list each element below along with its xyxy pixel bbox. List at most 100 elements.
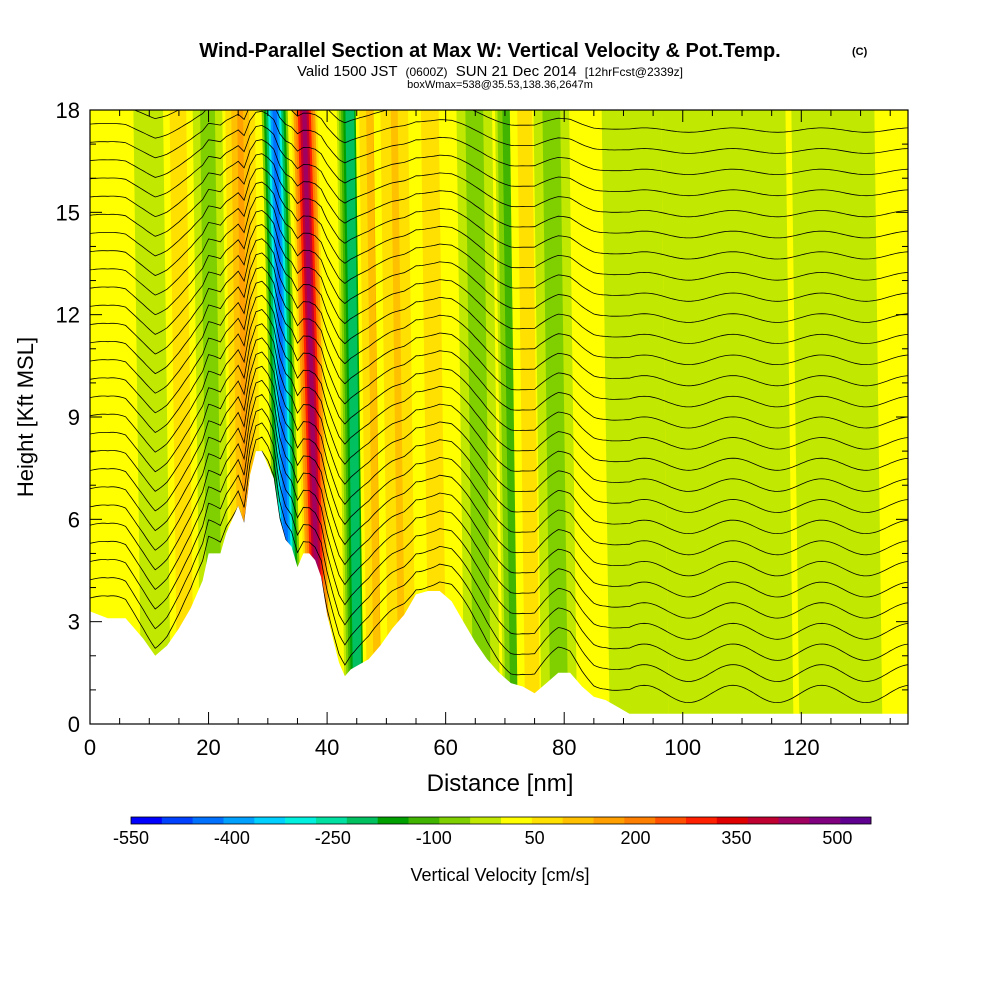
plot-area xyxy=(90,110,908,724)
subtitle-date: SUN 21 Dec 2014 xyxy=(456,63,577,80)
isentrope-line xyxy=(90,280,908,450)
velocity-band xyxy=(825,110,848,724)
isentrope-line xyxy=(90,294,908,471)
colorbar-tick-label: -100 xyxy=(416,828,452,848)
subtitle-forecast: [12hrFcst@2339z] xyxy=(585,65,683,79)
colorbar-swatch xyxy=(192,817,224,824)
isentrope-line xyxy=(90,110,908,197)
colorbar-swatch xyxy=(131,817,163,824)
colorbar-swatch xyxy=(161,817,193,824)
x-axis-ticks: 0 20 40 60 80 100 120 xyxy=(84,110,891,760)
isentrope-line xyxy=(90,209,908,344)
isentrope-line xyxy=(90,195,908,323)
isentrope-line xyxy=(90,124,908,218)
colorbar-swatch xyxy=(716,817,748,824)
chart-title-group: Wind-Parallel Section at Max W: Vertical… xyxy=(199,40,867,91)
colorbar-tick-label: 50 xyxy=(525,828,545,848)
colorbar-swatch xyxy=(840,817,872,824)
velocity-band xyxy=(390,110,406,724)
colorbar-swatch xyxy=(562,817,594,824)
colorbar-swatch xyxy=(809,817,841,824)
colorbar-swatch xyxy=(377,817,409,824)
y-tick-label: 12 xyxy=(56,303,80,328)
colorbar-swatch xyxy=(470,817,502,824)
colorbar-tick-label: 350 xyxy=(721,828,751,848)
colorbar: -550 -400 -250 -100 50 200 350 500 xyxy=(113,816,872,848)
colorbar-swatch xyxy=(655,817,687,824)
colorbar-swatch xyxy=(624,817,656,824)
colorbar-tick-label: -400 xyxy=(214,828,250,848)
potential-temperature-contours xyxy=(90,110,908,704)
x-axis-label: Distance [nm] xyxy=(427,770,574,797)
colorbar-swatch xyxy=(686,817,718,824)
isentrope-line xyxy=(133,110,908,133)
isentrope-line xyxy=(90,351,908,556)
terrain-mask xyxy=(90,451,908,724)
x-tick-label: 0 xyxy=(84,735,96,760)
isentrope-line xyxy=(90,323,908,513)
colorbar-tick-label: -250 xyxy=(315,828,351,848)
subtitle-valid: Valid 1500 JST xyxy=(297,63,397,80)
velocity-band xyxy=(426,110,441,724)
isentrope-line xyxy=(90,266,908,429)
colorbar-swatch xyxy=(747,817,779,824)
isentrope-line xyxy=(90,181,908,302)
x-tick-label: 20 xyxy=(196,735,220,760)
colorbar-swatch xyxy=(346,817,378,824)
x-tick-label: 120 xyxy=(783,735,820,760)
x-tick-label: 60 xyxy=(433,735,457,760)
x-tick-label: 80 xyxy=(552,735,576,760)
y-tick-label: 15 xyxy=(56,200,80,225)
isentrope-line xyxy=(90,238,908,387)
isentrope-line xyxy=(90,408,908,640)
velocity-band xyxy=(471,110,486,724)
velocity-band xyxy=(690,110,711,724)
isentrope-line xyxy=(90,365,908,577)
isentrope-line xyxy=(90,337,908,535)
isentrope-line xyxy=(90,422,908,661)
colorbar-frame xyxy=(130,816,872,825)
isentrope-line xyxy=(90,110,908,154)
y-tick-label: 6 xyxy=(68,507,80,532)
y-axis-label: Height [Kft MSL] xyxy=(13,337,38,497)
velocity-band xyxy=(145,110,159,724)
chart-subtitle-box: boxWmax=538@35.53,138.36,2647m xyxy=(407,79,593,91)
chart-subtitle: Valid 1500 JST (0600Z) SUN 21 Dec 2014 [… xyxy=(297,63,683,80)
velocity-band xyxy=(548,110,563,724)
subtitle-utc: (0600Z) xyxy=(406,65,448,79)
colorbar-swatch xyxy=(501,817,533,824)
colorbar-tick-label: -550 xyxy=(113,828,149,848)
isentrope-line xyxy=(90,393,908,619)
isentrope-line xyxy=(90,252,908,408)
isentrope-line xyxy=(90,139,908,239)
y-axis-ticks: 0 3 6 9 12 15 18 xyxy=(56,98,908,737)
copyright-mark: (C) xyxy=(852,46,868,58)
isentrope-line xyxy=(90,379,908,598)
y-tick-label: 9 xyxy=(68,405,80,430)
isentrope-line xyxy=(90,153,908,260)
x-tick-label: 100 xyxy=(664,735,701,760)
colorbar-swatch xyxy=(254,817,286,824)
isentrope-line xyxy=(90,309,908,492)
isentrope-line xyxy=(90,167,908,281)
colorbar-swatch xyxy=(316,817,348,824)
velocity-field xyxy=(133,110,883,724)
colorbar-swatch xyxy=(531,817,563,824)
y-tick-label: 0 xyxy=(68,712,80,737)
y-tick-label: 3 xyxy=(68,610,80,635)
velocity-band xyxy=(175,110,189,724)
velocity-band xyxy=(626,110,645,724)
colorbar-swatch xyxy=(593,817,625,824)
isentrope-line xyxy=(90,450,908,704)
velocity-band xyxy=(522,110,536,724)
colorbar-swatch xyxy=(223,817,255,824)
chart-title: Wind-Parallel Section at Max W: Vertical… xyxy=(199,40,780,62)
y-tick-label: 18 xyxy=(56,98,80,123)
colorbar-swatch xyxy=(439,817,471,824)
colorbar-label: Vertical Velocity [cm/s] xyxy=(410,865,589,885)
isentrope-line xyxy=(90,436,908,682)
colorbar-tick-label: 500 xyxy=(822,828,852,848)
colorbar-swatch xyxy=(285,817,317,824)
colorbar-swatch xyxy=(778,817,810,824)
